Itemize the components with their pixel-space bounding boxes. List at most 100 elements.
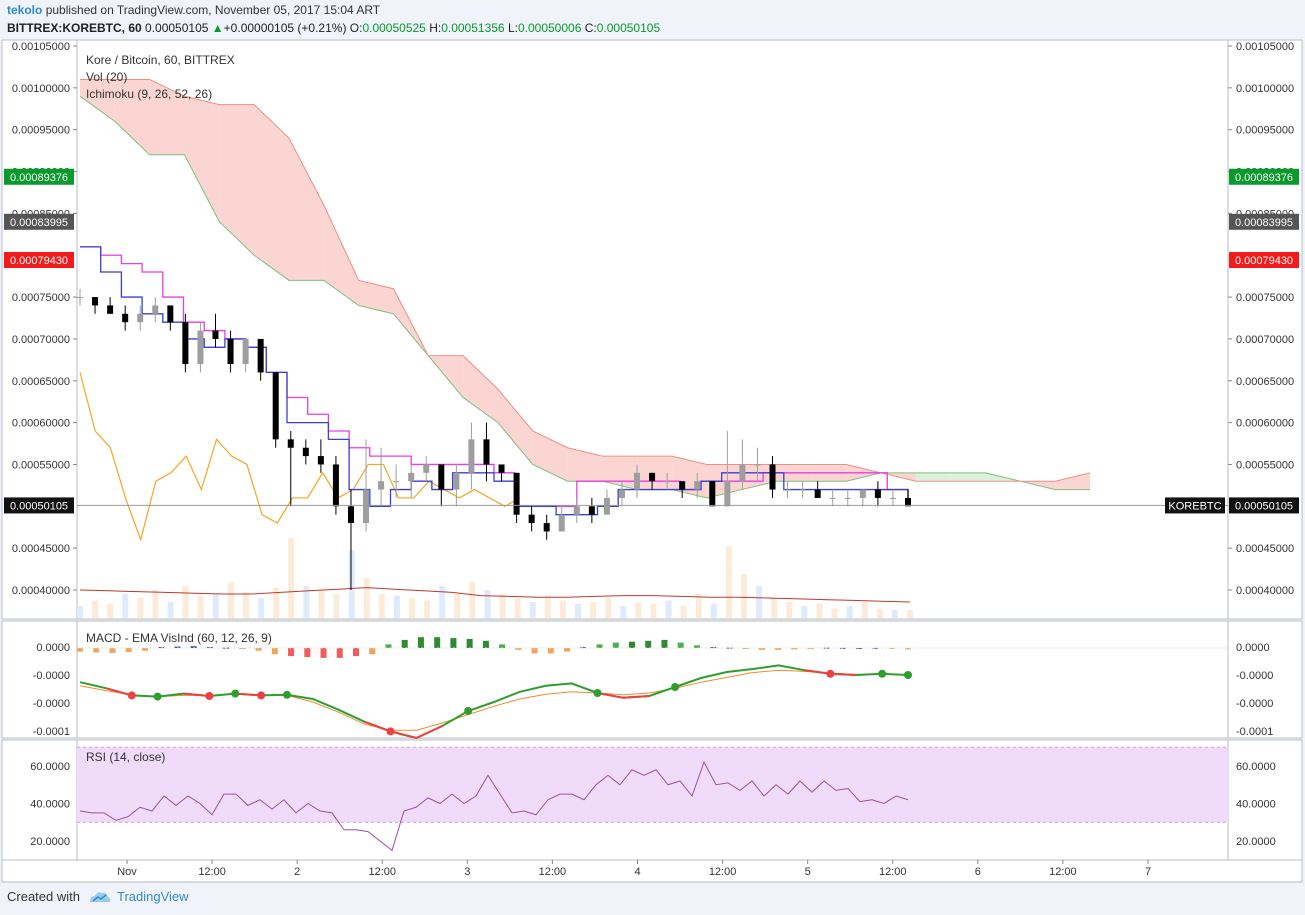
- candle-body: [167, 305, 174, 323]
- volume-bar: [891, 610, 898, 618]
- candle-body: [634, 472, 641, 490]
- volume-bar: [741, 574, 747, 618]
- y-tick-label-left: 0.00065000: [12, 376, 70, 388]
- macd-y-tick-right: 0.0000: [1236, 642, 1270, 654]
- macd-histogram-bar: [369, 648, 376, 655]
- macd-histogram-bar: [677, 642, 684, 648]
- rsi-y-tick-left: 20.0000: [30, 836, 70, 848]
- ichimoku-cloud-segment: [915, 472, 951, 482]
- candle-body: [483, 439, 490, 465]
- macd-cross-dot: [904, 671, 912, 679]
- candle-body: [332, 464, 339, 507]
- volume-bar: [499, 594, 506, 618]
- price-tag-left: 0.00083995: [10, 217, 68, 229]
- candle-body: [272, 372, 279, 440]
- candle-body: [212, 330, 219, 339]
- macd-cross-dot: [257, 691, 266, 700]
- low-value: 0.00050006: [517, 21, 582, 35]
- y-tick-label-left: 0.00105000: [12, 41, 70, 53]
- candle-body: [769, 464, 776, 490]
- price-tag-left: 0.00050105: [10, 500, 68, 512]
- tradingview-link[interactable]: TradingView: [88, 889, 189, 904]
- volume-bar: [258, 598, 265, 618]
- y-tick-label-left: 0.00070000: [12, 334, 70, 346]
- candle-body: [889, 497, 896, 499]
- macd-cross-dot: [593, 689, 602, 697]
- candle-body: [844, 497, 851, 499]
- x-tick-label: 12:00: [709, 866, 737, 878]
- y-tick-label-left: 0.00060000: [12, 418, 70, 430]
- up-arrow-icon: ▲: [211, 21, 224, 35]
- price-change: +0.00000105 (+0.21%): [223, 21, 347, 35]
- volume-bar: [227, 582, 234, 618]
- volume-bar: [77, 606, 83, 618]
- macd-cross-dot: [153, 692, 162, 701]
- macd-cross-dot: [205, 692, 214, 700]
- close-label: C:: [584, 21, 597, 35]
- y-tick-label-right: 0.00040000: [1236, 585, 1294, 597]
- macd-histogram-bar: [385, 644, 392, 648]
- high-value: 0.00051356: [441, 21, 505, 35]
- candle-body: [468, 439, 475, 473]
- macd-cross-dot: [826, 669, 835, 678]
- price-chart[interactable]: 0.00105000 0.00105000 0.00100000 0.00100000…: [0, 38, 1305, 885]
- volume-bar: [635, 602, 642, 618]
- macd-histogram-bar: [564, 648, 571, 652]
- macd-histogram-bar: [401, 639, 408, 648]
- macd-line-bear-segment: [105, 687, 133, 697]
- x-tick-label: Nov: [117, 866, 137, 878]
- candle-body: [543, 523, 550, 532]
- candle-body: [694, 481, 701, 490]
- ichimoku-cloud-segment: [1055, 472, 1090, 490]
- macd-line-bear-segment: [364, 720, 391, 733]
- publisher-username[interactable]: tekolo: [7, 3, 43, 17]
- candle-body: [754, 464, 761, 466]
- ichimoku-cloud-segment: [950, 472, 986, 482]
- macd-histogram-bar: [174, 646, 181, 648]
- right-axis-2: [1227, 620, 1303, 739]
- macd-y-tick-right: -0.0000: [1236, 698, 1273, 710]
- last-price: 0.00050105: [145, 21, 209, 35]
- macd-line-bear-segment: [390, 730, 417, 739]
- macd-cross-dot: [671, 683, 680, 691]
- price-tag-left-bg: [4, 213, 74, 230]
- macd-histogram-bar: [645, 640, 652, 648]
- rsi-y-tick-right: 60.0000: [1236, 761, 1276, 773]
- left-axis-3: [1, 739, 78, 861]
- candle-body: [423, 464, 430, 473]
- candle-body: [438, 464, 445, 490]
- rsi-y-tick-left: 40.0000: [30, 799, 70, 811]
- rsi-y-tick-left: 60.0000: [30, 761, 70, 773]
- macd-histogram-bar: [791, 648, 798, 650]
- macd-line-bear-segment: [830, 672, 857, 676]
- macd-y-tick-left: 0.0000: [36, 642, 70, 654]
- tenkan-sen-line: [80, 246, 909, 516]
- time-axis: [1, 859, 1303, 883]
- x-tick-label: 6: [975, 866, 981, 878]
- volume-bar: [288, 538, 295, 618]
- x-tick-label: 12:00: [1049, 866, 1077, 878]
- price-tag-right: 0.00089376: [1235, 172, 1293, 184]
- price-tag-left-bg: [4, 252, 74, 269]
- left-axis-1: [1, 39, 78, 620]
- volume-bar: [544, 595, 551, 618]
- y-tick-label-right: 0.00105000: [1236, 41, 1294, 53]
- candle-body: [814, 489, 821, 498]
- price-tag-right: 0.00050105: [1235, 500, 1293, 512]
- volume-bar: [92, 600, 99, 618]
- macd-histogram-bar: [271, 648, 278, 655]
- volume-bar: [107, 603, 114, 618]
- volume-bar: [409, 598, 415, 618]
- volume-bar: [273, 587, 280, 618]
- volume-bar: [665, 600, 672, 618]
- volume-bar: [529, 602, 536, 618]
- ichimoku-cloud-segment: [323, 205, 359, 306]
- price-tag-right-bg: [1229, 213, 1299, 230]
- volume-bar: [861, 602, 868, 618]
- candle-body: [227, 338, 234, 365]
- open-label: O:: [349, 21, 363, 35]
- candle-body: [829, 497, 836, 499]
- candle-body: [513, 472, 520, 515]
- y-tick-label-right: 0.00075000: [1236, 292, 1294, 304]
- volume-bar: [756, 586, 763, 618]
